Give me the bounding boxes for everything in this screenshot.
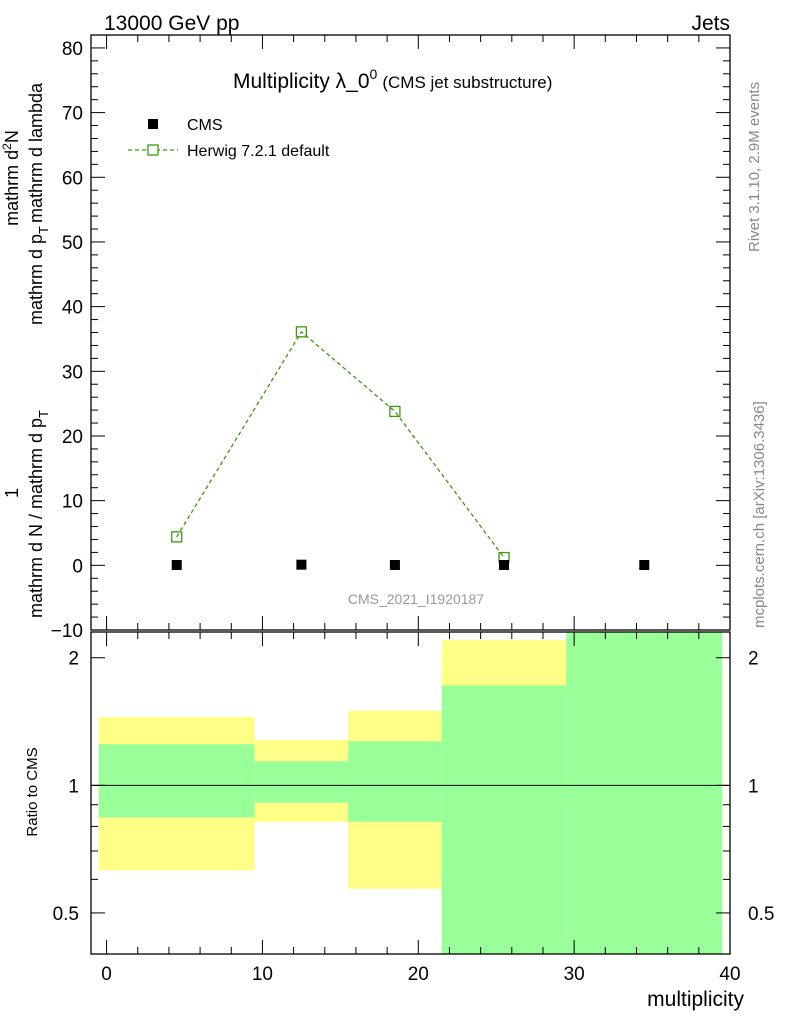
- main-plot-frame: [90, 34, 731, 631]
- ratio-y-tick-label-right: 1: [748, 776, 759, 797]
- legend-herwig-marker: [147, 144, 159, 156]
- header-left: 13000 GeV pp: [104, 12, 239, 35]
- y-label-derivative-denominator-tail: mathrm d lambda: [26, 82, 46, 223]
- cms-point: [296, 559, 307, 570]
- main-y-tick-label: 60: [62, 168, 83, 189]
- herwig-point: [389, 405, 401, 418]
- cms-point: [639, 560, 650, 571]
- y-label-derivative-denominator: mathrm d pTmathrm d lambda: [26, 82, 51, 325]
- main-y-tick-label: −10: [51, 621, 83, 642]
- main-y-tick-label: 10: [62, 492, 83, 513]
- ratio-y-tick-label: 2: [68, 649, 79, 670]
- ratio-x-tick-label: 10: [252, 964, 273, 985]
- title-subtitle: (CMS jet substructure): [382, 73, 552, 92]
- y-label-derivative-numerator: mathrm d2N: [0, 130, 22, 226]
- y-label-derivative-numerator-main: mathrm d: [2, 150, 22, 226]
- y-label-denominator-main: mathrm d N / mathrm d p: [26, 418, 46, 618]
- x-axis-label: multiplicity: [647, 988, 744, 1011]
- main-plot-title: Multiplicity λ_00 (CMS jet substructure): [233, 66, 552, 93]
- cms-point: [171, 560, 182, 571]
- rivet-label: Rivet 3.1.10, 2.9M events: [746, 82, 763, 252]
- main-y-tick-label: 20: [62, 427, 83, 448]
- main-plot-panel: −10 0 10 20 30 40 50 60 70 80: [51, 34, 731, 642]
- ratio-stat-band: [254, 761, 349, 803]
- watermark: CMS_2021_I1920187: [348, 591, 484, 607]
- herwig-point: [295, 326, 308, 338]
- ratio-x-tick-label: 40: [719, 964, 740, 985]
- ratio-x-tick-label: 20: [408, 964, 429, 985]
- y-label-numerator: 1: [2, 488, 22, 498]
- ratio-plot-panel: 0.5 0.51 12 20 10 20 30 40: [53, 631, 774, 985]
- cms-point: [499, 560, 510, 571]
- herwig-point: [171, 531, 183, 543]
- y-label-derivative-denominator-main: mathrm d p: [26, 234, 46, 325]
- mcplots-label: mcplots.cern.ch [arXiv:1306.3436]: [751, 401, 768, 628]
- ratio-y-axis-label: Ratio to CMS: [24, 747, 41, 836]
- ratio-x-tick-label: 0: [101, 964, 112, 985]
- main-y-tick-label: 50: [62, 233, 83, 254]
- main-y-tick-label: 30: [62, 362, 83, 383]
- legend-label-cms: CMS: [187, 117, 223, 134]
- legend-cms-marker: [148, 119, 158, 129]
- ratio-stat-band: [441, 685, 567, 954]
- main-y-tick-label: 40: [62, 298, 83, 319]
- ratio-stat-band: [348, 741, 442, 822]
- ratio-y-tick-label: 1: [68, 776, 79, 797]
- y-label-derivative-numerator-sup: 2: [0, 143, 14, 150]
- legend-label-herwig: Herwig 7.2.1 default: [187, 143, 330, 160]
- title-main: Multiplicity λ_0: [233, 70, 370, 93]
- title-superscript: 0: [370, 66, 378, 82]
- main-y-tick-label: 70: [62, 104, 83, 125]
- ratio-y-tick-label-right: 0.5: [748, 904, 774, 925]
- y-label-denominator: mathrm d N / mathrm d pT: [26, 410, 51, 618]
- header-right: Jets: [691, 12, 730, 35]
- main-y-tick-label: 0: [72, 556, 83, 577]
- herwig-line: [176, 330, 505, 558]
- y-label-derivative-numerator-tail: N: [2, 130, 22, 143]
- ratio-stat-band: [566, 632, 723, 954]
- main-y-tick-label: 80: [62, 39, 83, 60]
- main-y-axis-label: 1 mathrm d N / mathrm d pT mathrm d2N ma…: [0, 82, 51, 618]
- cms-point: [389, 560, 400, 571]
- y-label-derivative-denominator-sub: T: [36, 226, 51, 234]
- ratio-x-tick-label: 30: [564, 964, 585, 985]
- y-label-denominator-sub: T: [36, 410, 51, 418]
- ratio-plot-frame: [90, 631, 731, 955]
- ratio-y-tick-label: 0.5: [53, 904, 79, 925]
- ratio-stat-band: [98, 744, 255, 818]
- ratio-y-tick-label-right: 2: [748, 649, 759, 670]
